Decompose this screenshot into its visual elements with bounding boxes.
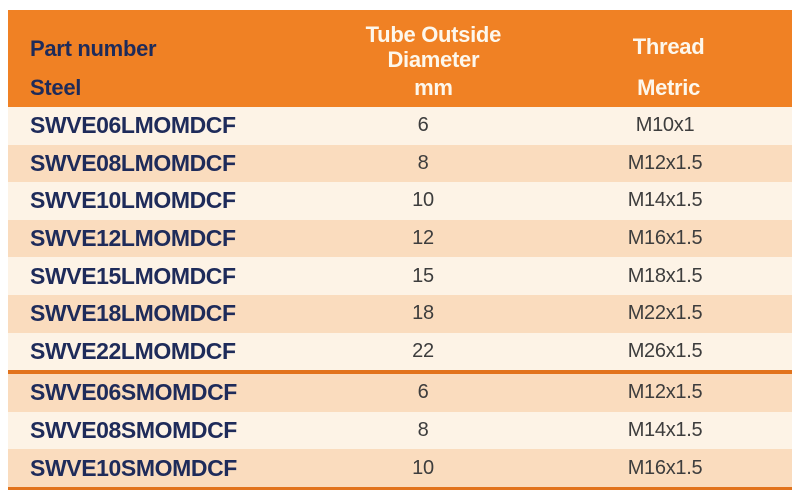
steel-header-label: Steel xyxy=(30,75,82,100)
table-row: SWVE10SMOMDCF 10 M16x1.5 xyxy=(8,449,792,487)
table-row: SWVE15LMOMDCF 15 M18x1.5 xyxy=(8,257,792,295)
thread-cell: M22x1.5 xyxy=(627,302,703,325)
thread-cell: M26x1.5 xyxy=(627,339,703,362)
table-row: SWVE06SMOMDCF 6 M12x1.5 xyxy=(8,374,792,412)
thread-header-label: Thread xyxy=(632,34,705,60)
table-row: SWVE08SMOMDCF 8 M14x1.5 xyxy=(8,411,792,450)
header-col-part-number: Part number Steel xyxy=(8,10,322,107)
part-number-cell: SWVE08LMOMDCF xyxy=(30,149,236,176)
header-col-tube-od: Tube Outside Diameter mm xyxy=(322,10,546,107)
thread-cell: M16x1.5 xyxy=(627,456,703,479)
tube-od-cell: 8 xyxy=(417,151,429,174)
thread-cell: M14x1.5 xyxy=(627,419,703,442)
part-number-cell: SWVE18LMOMDCF xyxy=(30,300,236,327)
table-row: SWVE12LMOMDCF 12 M16x1.5 xyxy=(8,219,792,258)
part-number-cell: SWVE15LMOMDCF xyxy=(30,262,236,289)
tube-od-cell: 18 xyxy=(412,302,434,325)
thread-cell: M16x1.5 xyxy=(627,227,703,250)
part-number-header-label: Part number xyxy=(30,36,157,62)
part-number-cell: SWVE08SMOMDCF xyxy=(30,417,237,444)
thread-cell: M12x1.5 xyxy=(627,151,703,174)
header-col-thread: Thread Metric xyxy=(545,10,792,107)
table-row: SWVE06LMOMDCF 6 M10x1 xyxy=(8,107,792,145)
tube-od-cell: 12 xyxy=(412,227,434,250)
table-row: SWVE10LMOMDCF 10 M14x1.5 xyxy=(8,182,792,220)
tube-od-cell: 6 xyxy=(417,114,429,137)
table-row: SWVE18LMOMDCF 18 M22x1.5 xyxy=(8,294,792,333)
tube-od-cell: 8 xyxy=(417,419,429,442)
part-number-cell: SWVE10SMOMDCF xyxy=(30,454,237,481)
tube-od-cell: 15 xyxy=(412,264,434,287)
thread-cell: M14x1.5 xyxy=(627,189,703,212)
table-body: SWVE06LMOMDCF 6 M10x1 SWVE08LMOMDCF 8 M1… xyxy=(8,107,792,487)
part-number-cell: SWVE06SMOMDCF xyxy=(30,379,237,406)
table-row: SWVE22LMOMDCF 22 M26x1.5 xyxy=(8,332,792,371)
part-number-cell: SWVE10LMOMDCF xyxy=(30,187,236,214)
part-number-cell: SWVE12LMOMDCF xyxy=(30,225,236,252)
mm-header-label: mm xyxy=(414,75,453,100)
table-bottom-border xyxy=(8,486,792,490)
table-row: SWVE08LMOMDCF 8 M12x1.5 xyxy=(8,144,792,183)
tube-od-cell: 10 xyxy=(412,189,434,212)
part-number-cell: SWVE22LMOMDCF xyxy=(30,337,236,364)
thread-cell: M12x1.5 xyxy=(627,381,703,404)
section-divider xyxy=(8,370,792,375)
metric-header-label: Metric xyxy=(637,75,701,100)
tube-od-cell: 10 xyxy=(412,456,434,479)
table-header: Part number Steel Tube Outside Diameter … xyxy=(8,10,792,107)
thread-cell: M10x1 xyxy=(635,114,695,137)
tube-od-cell: 6 xyxy=(417,381,429,404)
parts-table: Part number Steel Tube Outside Diameter … xyxy=(8,10,792,490)
part-number-cell: SWVE06LMOMDCF xyxy=(30,112,236,139)
tube-od-cell: 22 xyxy=(412,339,434,362)
tube-od-header-label: Tube Outside Diameter xyxy=(365,21,502,72)
thread-cell: M18x1.5 xyxy=(627,264,703,287)
